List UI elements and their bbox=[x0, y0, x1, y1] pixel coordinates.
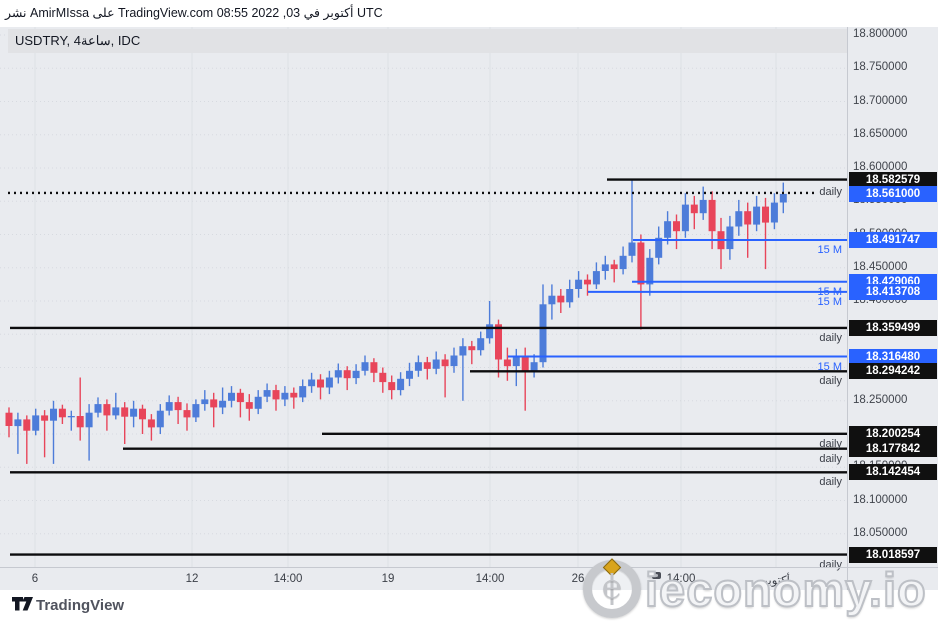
price-badge: 18.200254 bbox=[849, 425, 937, 442]
level-label-15m: 15 M bbox=[817, 295, 842, 308]
x-axis-tick: 6 bbox=[31, 573, 39, 585]
publish-text-token: ,03 bbox=[282, 6, 304, 20]
legend-text-token: , IDC bbox=[110, 33, 141, 48]
level-label-15m: 15 M bbox=[817, 360, 842, 373]
price-badge: 18.294242 bbox=[849, 363, 937, 380]
legend-text-token: USDTRY, 4 bbox=[15, 33, 81, 48]
tradingview-logo-icon[interactable] bbox=[12, 597, 34, 612]
price-badge: 18.359499 bbox=[849, 319, 937, 336]
chart-legend[interactable]: USDTRY, 4ساعة, IDC bbox=[8, 29, 847, 53]
tradingview-brand[interactable]: TradingView bbox=[36, 597, 125, 614]
price-badge: 18.561000 bbox=[849, 185, 937, 202]
level-label-daily: daily bbox=[819, 476, 842, 489]
x-axis-tick: 26 bbox=[571, 573, 585, 585]
publish-text-token: AmirMIssa bbox=[30, 6, 93, 20]
y-axis-tick: 18.650000 bbox=[853, 127, 908, 140]
price-badge: 18.018597 bbox=[849, 546, 937, 563]
x-axis-tick: 14:00 bbox=[273, 573, 303, 585]
publish-text-token: في bbox=[303, 6, 324, 20]
price-badge: 18.582579 bbox=[849, 171, 937, 188]
y-axis-tick: 18.800000 bbox=[853, 28, 908, 40]
level-label-15m: 15 M bbox=[817, 243, 842, 256]
publish-text-token: على bbox=[92, 6, 119, 20]
time-axis-separator bbox=[0, 567, 938, 568]
x-axis-tick: 12 bbox=[185, 573, 199, 585]
price-badge: 18.316480 bbox=[849, 348, 937, 365]
price-badge: 18.413708 bbox=[849, 283, 937, 300]
publish-text-token: 08:55 bbox=[216, 6, 252, 20]
price-badge: 18.142454 bbox=[849, 464, 937, 481]
x-axis-tick: 19 bbox=[381, 573, 395, 585]
y-axis-tick: 18.450000 bbox=[853, 260, 908, 273]
legend-text-token: ساعة bbox=[81, 33, 111, 48]
x-axis-tick: 14:00 bbox=[475, 573, 505, 585]
publish-text-token: نشر bbox=[5, 6, 31, 20]
chart-area[interactable]: USDTRY, 4ساعة, IDC 18.800000 18.750000 18.… bbox=[0, 27, 938, 590]
level-label-daily: daily bbox=[819, 452, 842, 465]
publish-text-token: TradingView.com bbox=[118, 6, 217, 20]
y-axis-tick: 18.100000 bbox=[853, 493, 908, 506]
publish-info-bar: نشر AmirMIssa على TradingView.com 08:55 … bbox=[0, 0, 938, 27]
level-label-daily: daily bbox=[819, 558, 842, 571]
level-label-daily: daily bbox=[819, 375, 842, 388]
y-axis-tick: 18.600000 bbox=[853, 161, 908, 173]
price-chart-canvas[interactable] bbox=[0, 27, 938, 590]
publish-text-token: أكتوبر bbox=[323, 6, 357, 20]
y-axis-tick: 18.700000 bbox=[853, 94, 908, 107]
y-axis-tick: 18.750000 bbox=[853, 61, 908, 74]
x-axis-tick: أكتوبر bbox=[762, 575, 790, 587]
publish-text-token: 2022 bbox=[251, 6, 283, 20]
y-axis-tick: 18.050000 bbox=[853, 526, 908, 539]
price-badge: 18.177842 bbox=[849, 440, 937, 457]
camera-icon bbox=[652, 572, 661, 579]
x-axis-tick: 14:00 bbox=[666, 573, 696, 585]
y-axis-tick: 18.250000 bbox=[853, 393, 908, 406]
level-label-daily: daily bbox=[816, 185, 845, 198]
level-label-daily: daily bbox=[819, 437, 842, 450]
level-label-15m: 15 M bbox=[817, 285, 842, 298]
price-axis-separator bbox=[847, 27, 848, 590]
footer-bar: TradingView bbox=[0, 590, 938, 627]
level-label-daily: daily bbox=[819, 331, 842, 344]
price-badge: 18.491747 bbox=[849, 231, 937, 248]
publish-text-token: UTC bbox=[357, 6, 383, 20]
